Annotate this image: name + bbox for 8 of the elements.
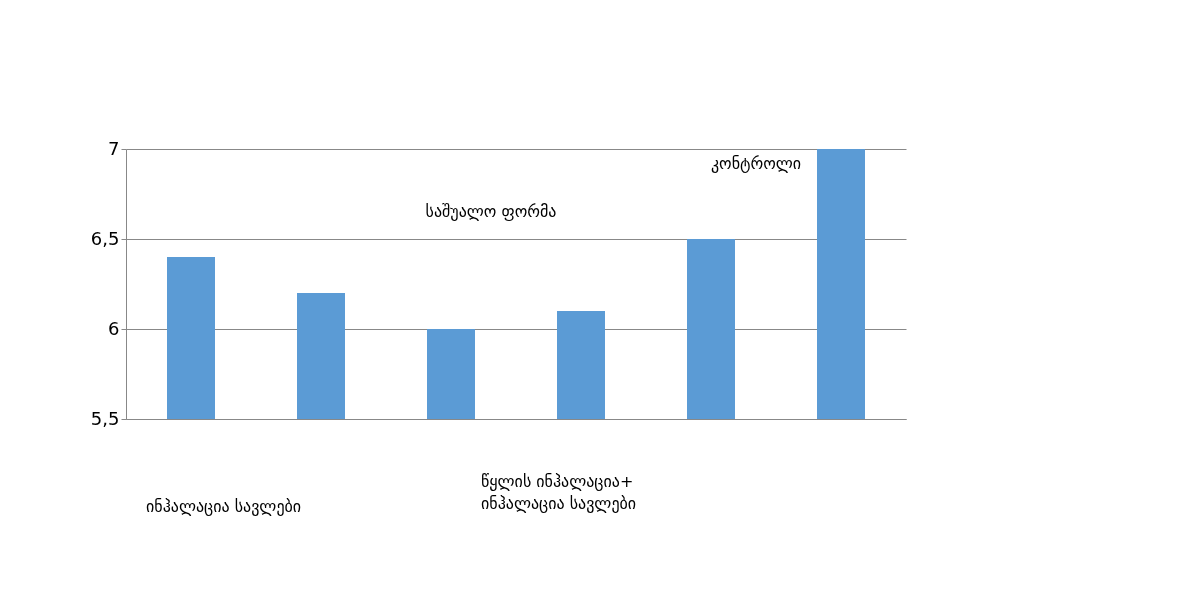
y-tick-label: 6,5 [90,227,120,249]
text: წყლის ინჰალაცია+ ინჰალაცია სავლები [481,472,637,513]
y-tick-label: 6 [108,317,120,339]
annotation: კონტროლი [710,154,802,173]
annotation: საშუალო ფორმა [425,202,557,221]
text: ინჰალაცია სავლები [146,497,302,516]
y-tick-label: 7 [108,137,120,159]
y-tick-label: 5,5 [90,407,120,429]
